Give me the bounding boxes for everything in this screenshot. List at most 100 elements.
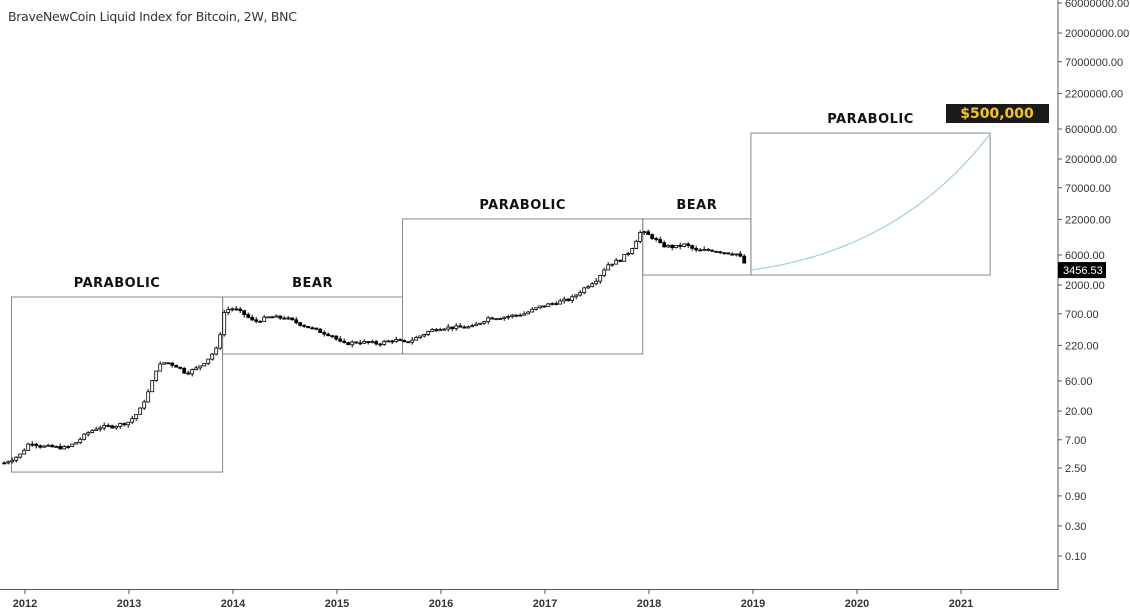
y-tick-label: 70000.00 bbox=[1065, 183, 1111, 195]
candle-body bbox=[566, 298, 571, 301]
zone-box-parabolic bbox=[10, 296, 224, 473]
candle-body bbox=[458, 325, 463, 328]
candle-body bbox=[234, 308, 239, 311]
candle-body bbox=[158, 363, 163, 372]
candle-body bbox=[18, 453, 23, 458]
candle-body bbox=[258, 320, 263, 323]
candle-body bbox=[462, 326, 467, 329]
candle-body bbox=[454, 325, 459, 330]
candle-body bbox=[398, 339, 403, 342]
x-tick-label: 2018 bbox=[637, 598, 661, 610]
candle-body bbox=[114, 425, 119, 429]
candle-body bbox=[618, 259, 623, 262]
candle-body bbox=[666, 244, 671, 248]
candle-body bbox=[382, 341, 387, 345]
candle-body bbox=[90, 430, 95, 433]
y-tick-label: 2200000.00 bbox=[1065, 88, 1123, 100]
candle-body bbox=[506, 316, 511, 318]
zone-label-bear: BEAR bbox=[676, 198, 717, 213]
candle-body bbox=[182, 368, 187, 374]
candle-body bbox=[610, 263, 615, 266]
candle-body bbox=[130, 418, 135, 423]
zone-label-parabolic: PARABOLIC bbox=[74, 276, 161, 291]
candle-body bbox=[342, 340, 347, 343]
candle-body bbox=[154, 370, 159, 381]
candle-body bbox=[450, 326, 455, 330]
chart-title: BraveNewCoin Liquid Index for Bitcoin, 2… bbox=[8, 9, 297, 24]
candle-body bbox=[626, 253, 631, 255]
candle-body bbox=[614, 259, 619, 265]
candle-body bbox=[574, 294, 579, 298]
candle-body bbox=[278, 315, 283, 319]
candle-body bbox=[146, 391, 151, 403]
candle-body bbox=[34, 443, 39, 447]
candle-body bbox=[338, 338, 343, 342]
candle-body bbox=[294, 319, 299, 324]
candle-body bbox=[162, 362, 167, 365]
candle-body bbox=[190, 369, 195, 375]
candle-body bbox=[710, 249, 715, 252]
candle-body bbox=[238, 308, 243, 311]
x-tick-label: 2019 bbox=[741, 598, 765, 610]
zone-box-bear bbox=[222, 296, 404, 355]
candle-body bbox=[546, 303, 551, 307]
candle-body bbox=[406, 341, 411, 344]
candle-body bbox=[186, 372, 191, 375]
candle-body bbox=[66, 446, 71, 448]
candle-body bbox=[122, 423, 127, 426]
x-tick-label: 2021 bbox=[949, 598, 973, 610]
candle-body bbox=[334, 335, 339, 340]
y-tick-label: 20.00 bbox=[1065, 406, 1093, 418]
candle-body bbox=[310, 327, 315, 330]
candle-body bbox=[274, 315, 279, 318]
x-tick-label: 2013 bbox=[117, 598, 141, 610]
candle-body bbox=[46, 444, 51, 447]
candle-body bbox=[22, 449, 27, 455]
zone-label-parabolic: PARABOLIC bbox=[479, 198, 566, 213]
candle-body bbox=[466, 326, 471, 329]
candle-body bbox=[178, 366, 183, 369]
candle-body bbox=[434, 329, 439, 332]
x-tick-label: 2017 bbox=[533, 598, 557, 610]
candle-body bbox=[698, 249, 703, 252]
candle-body bbox=[714, 250, 719, 253]
candle-body bbox=[254, 319, 259, 322]
candle-body bbox=[722, 252, 727, 255]
candle-body bbox=[270, 316, 275, 319]
candle-body bbox=[198, 365, 203, 369]
candle-body bbox=[586, 286, 591, 289]
candle-body bbox=[706, 249, 711, 251]
candle-body bbox=[478, 322, 483, 325]
y-tick-label: 600000.00 bbox=[1065, 124, 1117, 136]
candle-body bbox=[326, 333, 331, 337]
candle-body bbox=[682, 243, 687, 247]
candle-body bbox=[54, 445, 59, 448]
target-price-badge bbox=[946, 104, 1049, 123]
x-tick-label: 2016 bbox=[429, 598, 453, 610]
candle-body bbox=[598, 275, 603, 282]
y-tick-label: 2.50 bbox=[1065, 463, 1086, 475]
candle-body bbox=[718, 251, 723, 254]
candle-body bbox=[658, 239, 663, 244]
target-price-label: $500,000 bbox=[960, 106, 1034, 122]
candle-body bbox=[602, 269, 607, 276]
candle-body bbox=[142, 401, 147, 409]
candle-body bbox=[542, 305, 547, 308]
candle-body bbox=[214, 347, 219, 355]
candle-body bbox=[358, 342, 363, 345]
candle-body bbox=[6, 461, 11, 464]
candle-body bbox=[74, 442, 79, 445]
y-tick-label: 6000.00 bbox=[1065, 250, 1105, 262]
y-tick-label: 22000.00 bbox=[1065, 214, 1111, 226]
zone-label-parabolic: PARABOLIC bbox=[827, 112, 914, 127]
candle-body bbox=[106, 424, 111, 427]
candle-body bbox=[286, 317, 291, 320]
candle-body bbox=[86, 432, 91, 435]
candle-body bbox=[410, 339, 415, 343]
candle-body bbox=[350, 341, 355, 346]
y-tick-label: 20000000.00 bbox=[1065, 28, 1129, 40]
candle-body bbox=[430, 329, 435, 332]
candle-body bbox=[370, 341, 375, 344]
candle-body bbox=[442, 328, 447, 331]
